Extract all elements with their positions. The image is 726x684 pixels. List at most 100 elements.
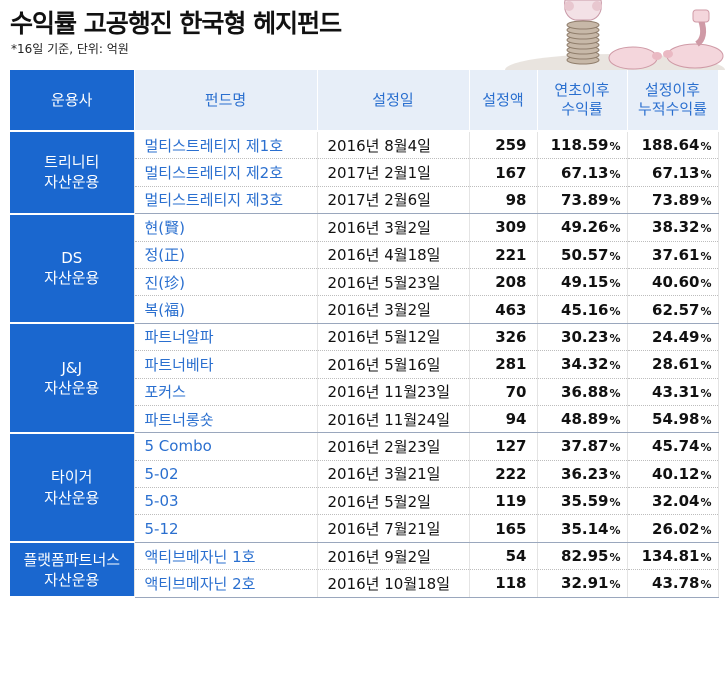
fund-name-cell: 5-02 (134, 460, 318, 489)
amount-cell: 70 (469, 378, 538, 406)
table-row: 진(珍) 2016년 5월23일 208 49.15% 40.60% (10, 268, 719, 297)
hedge-fund-table: 운용사 펀드명 설정일 설정액 연초이후 수익률 설정이후 누적수익률 트리니티 자산… (10, 70, 719, 599)
cumulative-return-cell: 40.60% (627, 268, 719, 297)
table-row: 액티브메자닌 2호 2016년 10월18일 118 32.91% 43.78% (10, 569, 719, 598)
launch-date-cell: 2016년 2월23일 (317, 432, 470, 461)
table-header-row: 운용사 펀드명 설정일 설정액 연초이후 수익률 설정이후 누적수익률 (10, 70, 719, 132)
ytd-return-cell: 30.23% (537, 323, 628, 352)
table-row: 타이거 자산운용 5 Combo 2016년 2월23일 127 37.87% 45.74% (10, 432, 719, 544)
percent-sign: % (609, 496, 621, 510)
company-name-line: J&J (61, 358, 83, 377)
percent-sign: % (700, 331, 712, 345)
header-amount: 설정액 (469, 70, 538, 132)
amount-cell: 118 (469, 569, 538, 598)
fund-name-cell: 5-03 (134, 487, 318, 516)
launch-date-cell: 2016년 5월2일 (317, 487, 470, 516)
table-row: 5-03 2016년 5월2일 119 35.59% 32.04% (10, 487, 719, 516)
launch-date-cell: 2016년 9월2일 (317, 542, 470, 571)
table-row: 복(福) 2016년 3월2일 463 45.16% 62.57% (10, 295, 719, 324)
percent-sign: % (609, 523, 621, 537)
amount-cell: 281 (469, 350, 538, 379)
percent-sign: % (609, 414, 621, 428)
launch-date-cell: 2017년 2월6일 (317, 186, 470, 215)
cumulative-return-cell: 188.64% (627, 131, 719, 160)
launch-date-cell: 2016년 4월18일 (317, 241, 470, 269)
header-date: 설정일 (317, 70, 470, 132)
amount-cell: 127 (469, 432, 538, 461)
cumulative-return-cell: 45.74% (627, 432, 719, 461)
fund-name-cell: 정(正) (134, 241, 318, 269)
percent-sign: % (609, 304, 621, 318)
fund-name-cell: 파트너베타 (134, 350, 318, 379)
percent-sign: % (700, 414, 712, 428)
table-row: 플랫폼파트너스 자산운용 액티브메자닌 1호 2016년 9월2일 54 82.95% 13… (10, 542, 719, 599)
ytd-return-cell: 118.59% (537, 131, 628, 160)
amount-cell: 222 (469, 460, 538, 489)
percent-sign: % (609, 222, 621, 236)
company-name-line: DS (61, 249, 83, 268)
percent-sign: % (700, 277, 712, 291)
table-row: 포커스 2016년 11월23일 70 36.88% 43.31% (10, 378, 719, 406)
company-name-line: 자산운용 (44, 488, 100, 507)
launch-date-cell: 2017년 2월1일 (317, 158, 470, 187)
cumulative-return-cell: 134.81% (627, 542, 719, 571)
fund-name-cell: 진(珍) (134, 268, 318, 297)
fund-name-cell: 멀티스트레티지 제3호 (134, 186, 318, 215)
company-name-line: 자산운용 (44, 269, 100, 288)
amount-cell: 94 (469, 405, 538, 434)
amount-cell: 54 (469, 542, 538, 571)
amount-cell: 98 (469, 186, 538, 215)
unit-note: *16일 기준, 단위: 억원 (11, 42, 129, 56)
page-title: 수익률 고공행진 한국형 헤지펀드 (10, 9, 342, 38)
percent-sign: % (609, 140, 621, 154)
company-name-line: 자산운용 (44, 379, 100, 398)
cumulative-return-cell: 43.31% (627, 378, 719, 406)
amount-cell: 463 (469, 295, 538, 324)
percent-sign: % (700, 551, 712, 565)
amount-cell: 165 (469, 514, 538, 543)
percent-sign: % (700, 304, 712, 318)
launch-date-cell: 2016년 8월4일 (317, 131, 470, 160)
percent-sign: % (609, 277, 621, 291)
piggy-bank-coins-illustration-icon (505, 0, 725, 70)
fund-name-cell: 5 Combo (134, 432, 318, 461)
percent-sign: % (609, 194, 621, 208)
company-name-line: 타이거 (51, 468, 93, 487)
percent-sign: % (609, 578, 621, 592)
launch-date-cell: 2016년 5월16일 (317, 350, 470, 379)
header-fund: 펀드명 (134, 70, 318, 132)
ytd-return-cell: 67.13% (537, 158, 628, 187)
company-cell: DS 자산운용 (10, 213, 135, 325)
cumulative-return-cell: 43.78% (627, 569, 719, 598)
amount-cell: 208 (469, 268, 538, 297)
amount-cell: 221 (469, 241, 538, 269)
ytd-return-cell: 45.16% (537, 295, 628, 324)
ytd-return-cell: 73.89% (537, 186, 628, 215)
table-row: 5-02 2016년 3월21일 222 36.23% 40.12% (10, 460, 719, 489)
fund-name-cell: 현(賢) (134, 213, 318, 242)
percent-sign: % (609, 249, 621, 263)
ytd-return-cell: 82.95% (537, 542, 628, 571)
percent-sign: % (609, 167, 621, 181)
fund-name-cell: 파트너알파 (134, 323, 318, 352)
amount-cell: 259 (469, 131, 538, 160)
launch-date-cell: 2016년 5월23일 (317, 268, 470, 297)
launch-date-cell: 2016년 10월18일 (317, 569, 470, 598)
cumulative-return-cell: 26.02% (627, 514, 719, 543)
amount-cell: 309 (469, 213, 538, 242)
launch-date-cell: 2016년 11월23일 (317, 378, 470, 406)
company-name-line: 자산운용 (44, 570, 100, 589)
fund-name-cell: 액티브메자닌 2호 (134, 569, 318, 598)
ytd-return-cell: 32.91% (537, 569, 628, 598)
ytd-return-cell: 35.59% (537, 487, 628, 516)
cumulative-return-cell: 32.04% (627, 487, 719, 516)
table-body: 트리니티 자산운용 멀티스트레티지 제1호 2016년 8월4일 259 118.59% 1… (10, 131, 719, 599)
cumulative-return-cell: 67.13% (627, 158, 719, 187)
amount-cell: 119 (469, 487, 538, 516)
ytd-return-cell: 37.87% (537, 432, 628, 461)
cumulative-return-cell: 38.32% (627, 213, 719, 242)
table-row: 멀티스트레티지 제2호 2017년 2월1일 167 67.13% 67.13% (10, 158, 719, 187)
ytd-return-cell: 50.57% (537, 241, 628, 269)
fund-name-cell: 복(福) (134, 295, 318, 324)
company-cell: 트리니티 자산운용 (10, 131, 135, 215)
